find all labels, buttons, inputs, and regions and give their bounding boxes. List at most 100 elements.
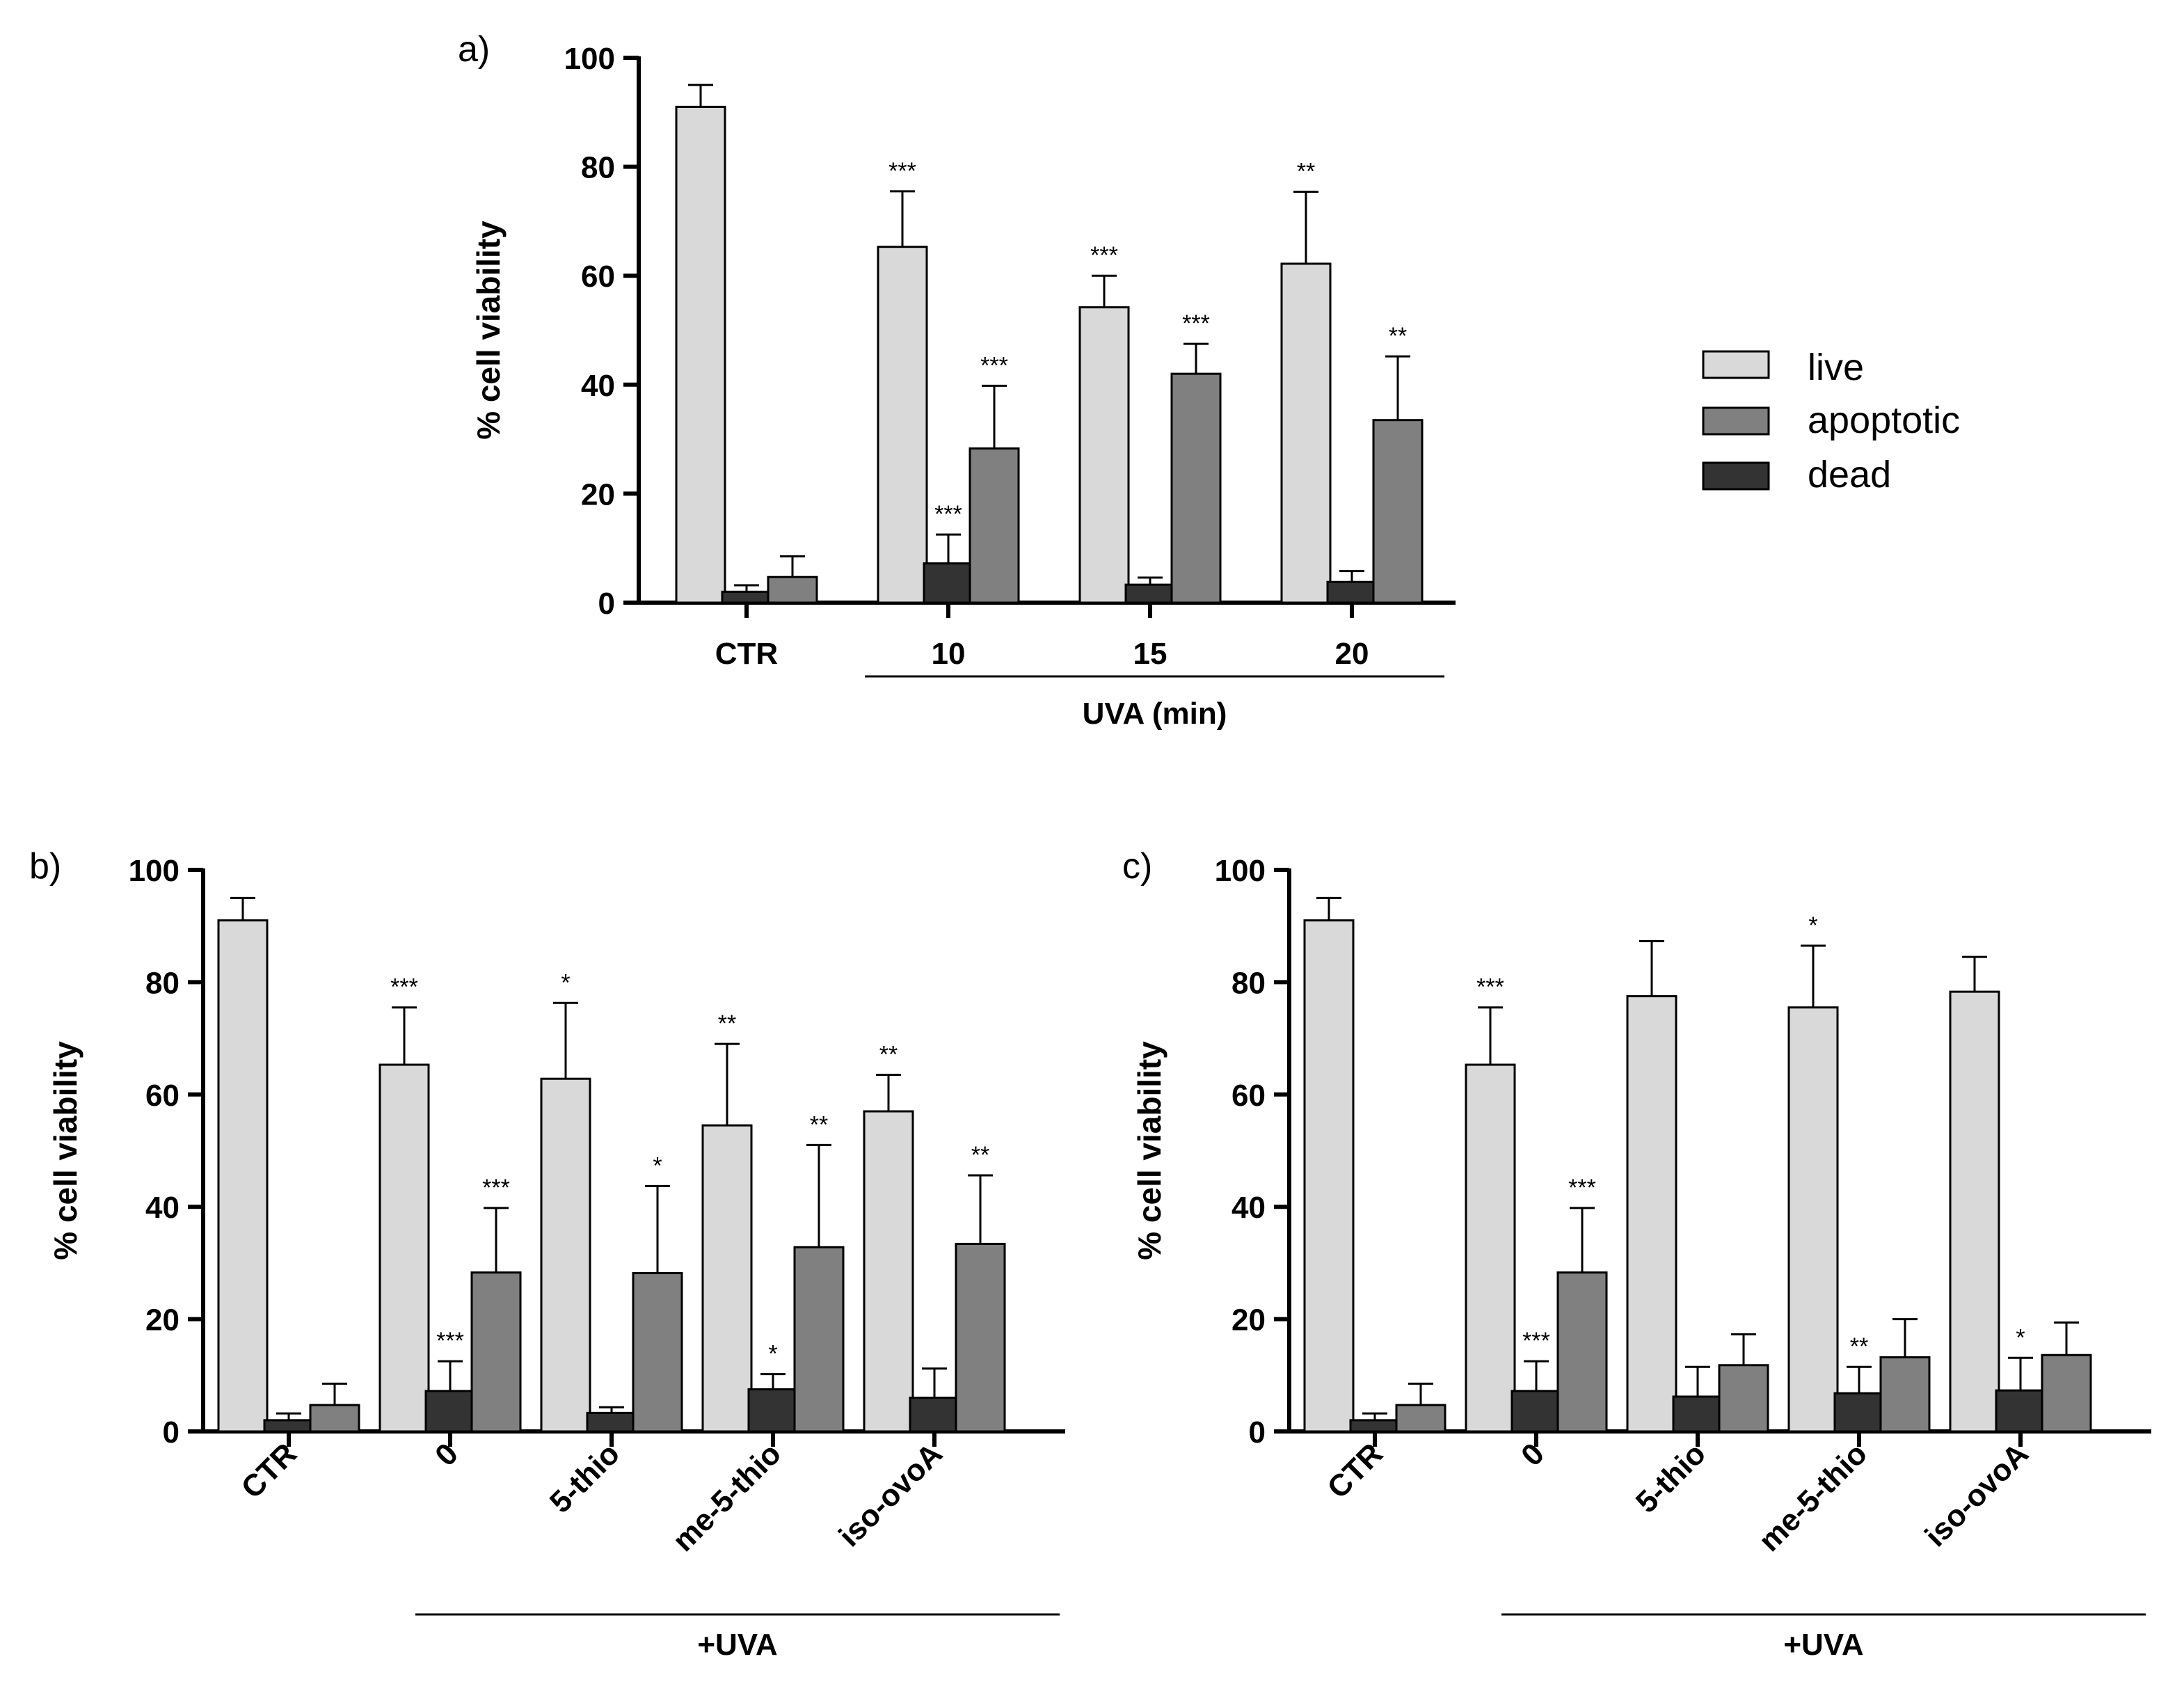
bar-dead [586,1411,637,1433]
significance-apoptotic: ** [1389,323,1407,349]
panel-c-chart: c)% cell viability020406080100CTR*******… [1122,846,2151,1662]
bar-live [877,246,928,604]
y-tick-label: 20 [581,477,615,511]
y-tick-label: 80 [145,966,180,1000]
y-tick-label: 20 [1232,1303,1266,1337]
x-category-label: 15 [1133,637,1167,671]
bar-dead [1124,583,1176,604]
significance-live: *** [1090,242,1118,269]
significance-live: *** [390,974,418,1001]
bar-dead [1833,1392,1885,1433]
bar-dead [1349,1419,1401,1433]
x-category-label: 0 [1515,1436,1551,1472]
y-tick-label: 60 [1232,1079,1266,1113]
significance-dead: *** [934,501,962,527]
significance-dead: ** [1850,1333,1868,1360]
x-category-label: 0 [429,1436,465,1472]
bar-live [1078,306,1130,604]
bar-live [217,919,269,1433]
y-axis-title: % cell viability [470,221,507,440]
significance-live: ** [1297,159,1315,185]
y-tick-label: 80 [581,151,615,185]
bar-apoptotic [1556,1271,1608,1433]
x-category-label: iso-ovoA [1918,1436,2035,1553]
panel-label-b: b) [29,846,61,887]
x-category-label: 5-thio [543,1436,626,1519]
legend-swatch-dead [1702,461,1770,491]
y-tick-label: 100 [564,42,615,76]
y-axis-title: % cell viability [1131,1041,1167,1260]
y-tick-label: 0 [1249,1415,1266,1450]
bar-live [701,1124,753,1433]
bar-dead [923,562,974,604]
significance-apoptotic: ** [971,1142,989,1168]
bar-dead [1995,1389,2046,1433]
bar-dead [1511,1390,1562,1433]
bar-live [1303,919,1355,1433]
bar-dead [747,1388,799,1433]
bar-apoptotic [1395,1404,1446,1433]
significance-apoptotic: ** [810,1111,828,1138]
bar-dead [721,590,772,604]
group-label: +UVA [697,1628,777,1662]
x-category-label: me-5-thio [666,1436,788,1558]
bar-apoptotic [309,1404,360,1433]
bar-live [675,105,726,604]
y-tick-label: 0 [598,587,615,621]
bar-apoptotic [2041,1353,2092,1433]
bar-apoptotic [470,1271,522,1433]
bar-live [1280,262,1332,604]
legend-swatch-apoptotic [1702,406,1770,436]
significance-dead: *** [436,1328,464,1354]
significance-apoptotic: *** [482,1175,510,1201]
significance-live: *** [888,158,916,184]
x-category-label: CTR [234,1436,303,1505]
significance-dead: * [768,1341,777,1367]
x-category-label: iso-ovoA [832,1436,949,1553]
significance-dead: * [2016,1324,2025,1351]
legend-swatch-live [1702,350,1770,379]
significance-apoptotic: *** [1182,310,1210,337]
y-axis-title: % cell viability [47,1041,83,1260]
legend-label-dead: dead [1808,454,1891,495]
bar-dead [1326,580,1378,604]
significance-live: ** [879,1042,898,1068]
x-category-label: 20 [1335,637,1369,671]
bar-dead [263,1419,314,1433]
bar-apoptotic [1170,372,1222,604]
y-tick-label: 40 [145,1191,180,1225]
bar-dead [1672,1395,1723,1433]
y-tick-label: 60 [581,260,615,294]
bar-dead [909,1397,960,1433]
significance-live: ** [718,1010,736,1037]
x-category-label: 5-thio [1629,1436,1712,1519]
bar-apoptotic [1718,1364,1769,1433]
legend-label-live: live [1808,347,1864,388]
y-tick-label: 40 [581,369,615,403]
bar-apoptotic [632,1271,683,1433]
significance-dead: *** [1522,1328,1550,1354]
y-tick-label: 20 [145,1303,180,1337]
y-tick-label: 40 [1232,1191,1266,1225]
panel-a-chart: a)% cell viability020406080100CTR*******… [458,29,1456,731]
x-category-label: CTR [1321,1436,1389,1505]
significance-live: *** [1476,974,1504,1001]
bar-apoptotic [793,1246,845,1433]
y-tick-label: 80 [1232,966,1266,1000]
group-label: +UVA [1783,1628,1863,1662]
y-tick-label: 60 [145,1079,180,1113]
group-label: UVA (min) [1083,697,1227,731]
bar-live [1626,995,1677,1433]
bar-live [1787,1006,1839,1433]
bar-live [378,1063,430,1433]
bar-live [863,1110,914,1433]
legend: live apoptotic dead [1702,347,1960,495]
legend-label-apoptotic: apoptotic [1808,399,1960,441]
bar-apoptotic [767,575,818,604]
panel-label-c: c) [1122,846,1152,887]
bar-apoptotic [1372,419,1424,604]
bar-apoptotic [955,1242,1006,1433]
significance-apoptotic: *** [1568,1175,1596,1201]
x-category-label: CTR [715,637,778,671]
bar-live [1465,1063,1516,1433]
